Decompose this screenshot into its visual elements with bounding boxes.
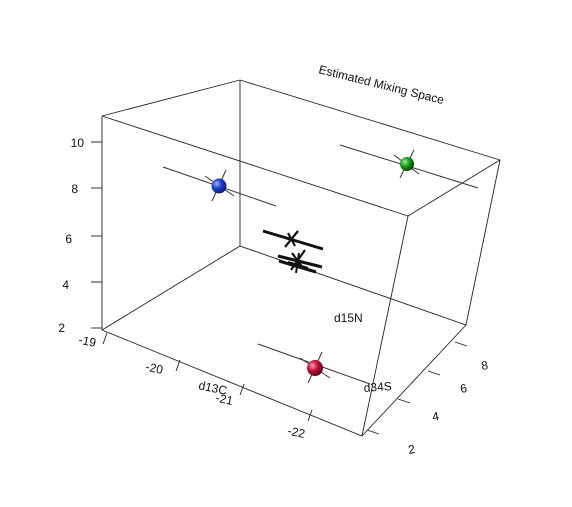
source-marker-blue	[211, 178, 227, 194]
tick-label-d15n-6: 6	[65, 232, 72, 246]
tick-label-d13c--20: -20	[144, 360, 164, 377]
source-point-blue	[162, 166, 277, 207]
tick-d13c--21	[239, 383, 245, 396]
tick-d34s-6	[427, 370, 441, 376]
tick-label-d13c--21: -21	[214, 391, 234, 408]
consumer-cluster	[262, 229, 324, 274]
tick-d34s-8	[454, 341, 468, 347]
axis-label-d34s: d34S	[363, 379, 392, 395]
source-marker-red	[307, 360, 323, 376]
consumer-point-1	[262, 229, 324, 251]
consumer-point-3	[278, 252, 317, 274]
edge-top-right	[407, 159, 501, 217]
axis-d13c: -19 -20 -21 -22 d13C	[77, 332, 313, 441]
chart-title: Estimated Mixing Space	[317, 62, 446, 107]
tick-label-d13c--22: -22	[286, 424, 306, 441]
tick-d34s-4	[397, 398, 411, 404]
back-face	[239, 79, 501, 326]
tick-label-d13c--19: -19	[77, 333, 97, 350]
edge-bottom-right	[361, 324, 467, 437]
tick-label-d15n-8: 8	[71, 182, 78, 196]
tick-d13c--19	[102, 332, 108, 345]
tick-d13c--20	[175, 359, 181, 372]
tick-label-d34s-4: 4	[431, 409, 440, 424]
source-point-green	[339, 144, 479, 189]
tick-label-d15n-4: 4	[62, 278, 69, 292]
source-marker-green	[400, 157, 414, 171]
edge-top-left	[101, 79, 241, 117]
tick-d34s-2	[366, 429, 380, 435]
bounding-box	[101, 79, 501, 437]
tick-d13c--22	[307, 409, 313, 422]
front-face	[101, 115, 409, 437]
tick-label-d34s-2: 2	[407, 442, 416, 457]
axis-label-d15n: d15N	[334, 311, 363, 325]
tick-label-d34s-6: 6	[459, 381, 468, 396]
axis-d15n: 10 8 6 4 2	[58, 136, 102, 335]
tick-label-d15n-10: 10	[71, 136, 85, 150]
axis-label-d13c: d13C	[197, 378, 228, 398]
tick-label-d34s-8: 8	[480, 358, 489, 373]
tick-label-d15n-2: 2	[58, 321, 65, 335]
axis-d34s: 2 4 6 8 d34S	[363, 341, 489, 457]
edge-bottom-left	[101, 245, 241, 331]
source-point-red	[257, 343, 371, 385]
